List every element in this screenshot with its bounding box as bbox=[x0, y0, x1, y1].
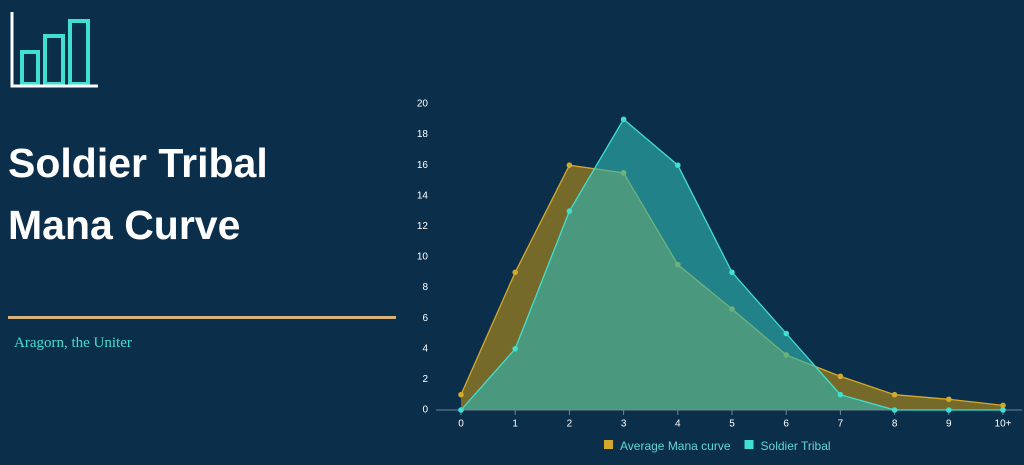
legend-label: Average Mana curve bbox=[620, 439, 731, 453]
data-point bbox=[512, 269, 518, 276]
data-point bbox=[566, 208, 573, 214]
x-tick-label: 9 bbox=[946, 419, 952, 430]
data-point bbox=[1000, 402, 1006, 409]
data-point bbox=[458, 407, 464, 413]
legend-swatch bbox=[744, 440, 754, 449]
legend-swatch bbox=[604, 440, 613, 449]
x-tick-label: 6 bbox=[783, 419, 789, 430]
data-point bbox=[837, 373, 844, 380]
x-tick-label: 4 bbox=[675, 419, 681, 430]
page-title: Soldier Tribal Mana Curve bbox=[8, 140, 268, 248]
y-tick-label: 6 bbox=[422, 313, 428, 324]
data-point bbox=[946, 396, 952, 403]
icon-bar bbox=[68, 19, 90, 86]
legend-label: Soldier Tribal bbox=[761, 439, 831, 453]
data-point bbox=[837, 391, 844, 398]
y-tick-label: 4 bbox=[422, 343, 428, 354]
data-point bbox=[1000, 407, 1006, 413]
icon-axis bbox=[10, 12, 98, 88]
data-point bbox=[566, 162, 573, 168]
data-point bbox=[512, 346, 518, 352]
area-fill bbox=[461, 119, 1003, 411]
x-tick-label: 5 bbox=[729, 419, 735, 430]
x-tick-label: 7 bbox=[838, 419, 844, 430]
y-tick-label: 0 bbox=[422, 405, 428, 416]
icon-bar bbox=[43, 34, 65, 86]
x-tick-label: 1 bbox=[512, 419, 518, 430]
x-tick-label: 0 bbox=[458, 419, 464, 430]
icon-bar bbox=[20, 50, 40, 86]
y-tick-label: 16 bbox=[417, 160, 429, 171]
y-tick-label: 14 bbox=[417, 190, 429, 201]
data-point bbox=[729, 269, 735, 276]
x-tick-label: 8 bbox=[892, 419, 898, 430]
data-point bbox=[458, 391, 464, 398]
y-tick-label: 20 bbox=[417, 99, 429, 110]
y-tick-label: 18 bbox=[417, 129, 429, 140]
data-point bbox=[675, 162, 681, 168]
x-tick-label: 10+ bbox=[995, 419, 1012, 430]
logo-icon bbox=[10, 12, 98, 88]
data-point bbox=[891, 391, 898, 398]
y-tick-label: 2 bbox=[422, 374, 428, 385]
y-tick-label: 10 bbox=[417, 252, 429, 263]
subtitle: Aragorn, the Uniter bbox=[14, 335, 132, 351]
data-point bbox=[946, 407, 952, 413]
x-tick-label: 2 bbox=[567, 419, 573, 430]
data-point bbox=[620, 116, 627, 123]
data-point bbox=[783, 330, 789, 337]
y-tick-label: 12 bbox=[417, 221, 429, 232]
divider bbox=[8, 316, 396, 319]
data-point bbox=[891, 407, 898, 413]
x-tick-label: 3 bbox=[621, 419, 627, 430]
y-tick-label: 8 bbox=[422, 282, 428, 293]
